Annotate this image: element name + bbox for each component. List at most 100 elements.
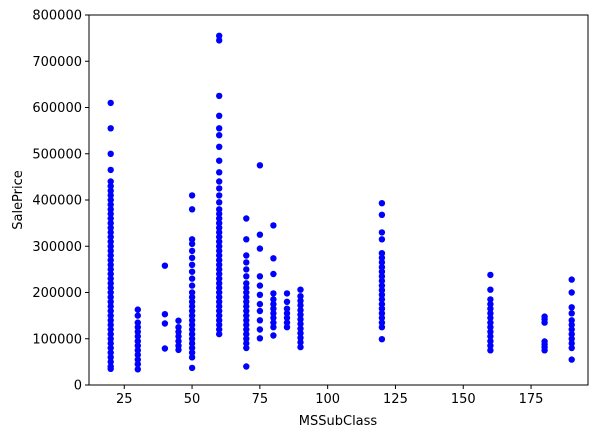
data-point xyxy=(378,287,386,294)
data-point xyxy=(188,261,196,268)
data-point xyxy=(568,356,575,363)
data-point xyxy=(487,271,494,279)
x-tick-label: 100 xyxy=(315,392,340,407)
x-axis: 25 50 75 100 125 150 175 xyxy=(116,385,543,407)
data-point xyxy=(188,240,196,248)
data-point xyxy=(297,320,304,328)
data-point xyxy=(243,293,250,301)
data-point xyxy=(378,259,386,266)
data-point xyxy=(107,303,114,310)
data-point xyxy=(188,268,196,275)
data-point xyxy=(216,326,223,333)
data-point xyxy=(107,298,114,305)
data-point xyxy=(175,342,182,349)
data-point xyxy=(216,185,223,192)
data-point xyxy=(297,325,304,332)
data-point xyxy=(107,178,114,185)
data-point xyxy=(216,321,223,329)
data-point xyxy=(487,324,494,331)
plot-frame xyxy=(88,14,589,386)
data-point xyxy=(188,192,196,199)
data-point xyxy=(216,92,223,100)
data-point xyxy=(188,247,196,255)
x-tick-label: 150 xyxy=(451,392,476,407)
data-point xyxy=(378,336,386,343)
data-point xyxy=(107,215,114,222)
data-point xyxy=(216,280,223,287)
data-point xyxy=(134,306,141,313)
data-point xyxy=(378,268,386,275)
data-point xyxy=(256,162,264,169)
data-point xyxy=(297,286,304,293)
x-tick-label: 125 xyxy=(383,392,408,407)
data-point xyxy=(216,303,223,310)
data-point xyxy=(188,293,196,301)
data-point xyxy=(216,238,223,245)
data-point xyxy=(568,321,575,329)
data-point xyxy=(378,250,386,257)
data-point xyxy=(107,125,114,132)
data-point xyxy=(107,243,114,250)
data-point xyxy=(216,252,223,259)
data-point xyxy=(568,310,575,317)
data-point xyxy=(107,224,114,231)
data-point xyxy=(216,192,223,199)
data-point xyxy=(487,310,494,317)
data-point xyxy=(487,296,494,303)
data-point xyxy=(216,169,223,176)
data-point xyxy=(134,366,141,373)
data-point xyxy=(134,361,141,368)
data-point xyxy=(107,210,114,218)
data-point xyxy=(175,333,182,340)
data-point xyxy=(216,132,223,139)
data-point xyxy=(297,330,304,337)
data-point xyxy=(216,37,223,44)
data-point xyxy=(568,304,575,311)
data-point xyxy=(107,354,114,361)
data-point xyxy=(216,178,223,185)
data-point xyxy=(134,328,141,335)
data-point xyxy=(270,255,277,262)
data-point xyxy=(216,284,223,292)
data-point xyxy=(378,263,386,271)
data-point xyxy=(107,335,114,342)
data-point xyxy=(107,363,114,370)
data-point xyxy=(378,300,386,308)
data-point xyxy=(188,254,196,261)
data-point xyxy=(243,215,250,222)
data-point xyxy=(175,317,182,324)
x-tick-label: 75 xyxy=(252,392,269,407)
data-point xyxy=(161,311,169,318)
data-point xyxy=(188,335,196,342)
data-point xyxy=(216,261,223,268)
data-point xyxy=(107,252,114,259)
data-point xyxy=(188,344,196,352)
data-point xyxy=(283,298,291,305)
data-point xyxy=(568,276,575,283)
data-point xyxy=(175,324,182,331)
x-axis-label: MSSubClass xyxy=(299,414,378,429)
data-point xyxy=(487,342,494,349)
y-tick-label: 100000 xyxy=(32,332,82,347)
data-point xyxy=(107,340,114,347)
data-point xyxy=(297,334,304,341)
data-point xyxy=(134,324,141,331)
data-point xyxy=(107,289,114,296)
data-point xyxy=(107,233,114,241)
data-point xyxy=(270,332,277,339)
data-point xyxy=(568,330,575,338)
data-point xyxy=(243,280,250,287)
data-point xyxy=(297,293,304,300)
data-point xyxy=(256,317,264,324)
data-point xyxy=(107,261,114,268)
data-point xyxy=(107,238,114,245)
data-point xyxy=(243,326,250,333)
data-point xyxy=(270,222,277,229)
data-point xyxy=(378,282,386,289)
data-point xyxy=(378,236,386,243)
y-tick-label: 600000 xyxy=(32,101,82,116)
data-point xyxy=(107,229,114,236)
data-point xyxy=(216,143,223,150)
data-point xyxy=(107,166,114,174)
data-point xyxy=(107,344,114,352)
